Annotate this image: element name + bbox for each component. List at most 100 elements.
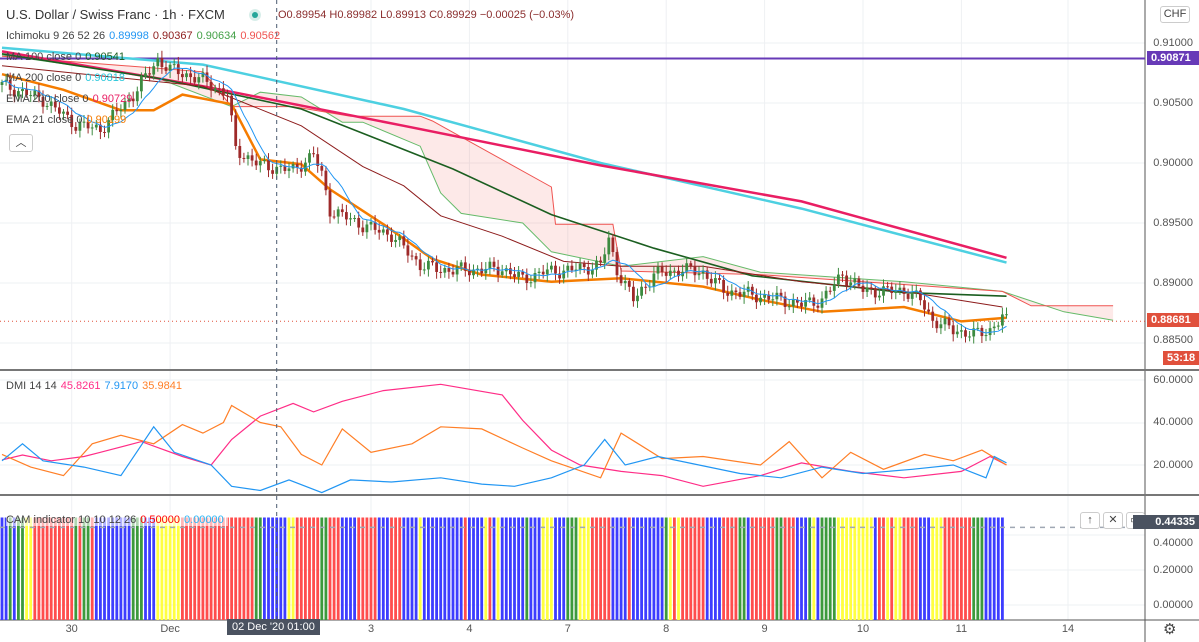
hline-price-label: 0.90871 xyxy=(1147,51,1199,65)
candle-body xyxy=(976,327,980,329)
candle xyxy=(718,273,721,284)
candle xyxy=(878,289,881,301)
legend-cam[interactable]: CAM indicator 10 10 12 26 0.50000 0.00000 xyxy=(6,514,228,526)
candle-body xyxy=(160,57,164,68)
candle-body xyxy=(804,300,807,307)
candle xyxy=(287,162,291,179)
cam-bar xyxy=(681,517,684,620)
candle-body xyxy=(845,275,848,286)
candle-body xyxy=(488,261,492,269)
candle-body xyxy=(775,292,779,300)
cam-bar xyxy=(533,517,537,620)
legend-ema200[interactable]: EMA 200 close 0 0.90729 xyxy=(6,93,136,105)
settings-gear-icon[interactable]: ⚙ xyxy=(1163,621,1177,638)
candle xyxy=(480,262,484,277)
candle-body xyxy=(25,88,28,96)
cam-bar xyxy=(947,517,951,620)
candle-body xyxy=(599,260,602,263)
cam-bar xyxy=(558,517,561,620)
cam-bar xyxy=(701,517,705,620)
candle xyxy=(804,292,807,314)
ohlc-readout: O0.89954 H0.89982 L0.89913 C0.89929 −0.0… xyxy=(278,9,575,21)
candle-body xyxy=(12,89,16,97)
candle xyxy=(910,284,914,306)
cam-bar xyxy=(435,517,438,620)
time-tick: 9 xyxy=(761,623,768,635)
close-pane-button[interactable]: ✕ xyxy=(1103,512,1123,529)
candle xyxy=(578,258,582,275)
candle xyxy=(545,262,549,282)
cam-bar xyxy=(820,517,824,620)
candle xyxy=(697,266,701,280)
cam-bar xyxy=(373,517,377,620)
cam-bar xyxy=(668,517,672,620)
candle xyxy=(509,262,512,280)
line-kijun xyxy=(1,65,1003,308)
cam-bar xyxy=(894,517,898,620)
candle-body xyxy=(353,217,356,219)
candle xyxy=(468,263,471,282)
move-pane-up-button[interactable]: ↑ xyxy=(1080,512,1100,529)
candle-body xyxy=(234,115,238,147)
candle-body xyxy=(164,67,168,71)
candle xyxy=(668,264,672,280)
candle xyxy=(488,257,492,275)
collapse-legend-button[interactable]: ︿ xyxy=(9,134,33,152)
legend-ma100[interactable]: MA 100 close 0 0.90541 xyxy=(6,51,129,63)
cam-bar xyxy=(226,517,229,620)
cam-bar xyxy=(734,517,738,620)
candle-body xyxy=(656,266,660,274)
cam-bar xyxy=(4,517,8,620)
candle-body xyxy=(332,216,336,218)
candle-body xyxy=(832,284,836,291)
cam-bar xyxy=(648,517,652,620)
candle-body xyxy=(984,335,988,337)
candle-body xyxy=(156,57,160,67)
candle-body xyxy=(349,218,352,220)
ichimoku-span-a xyxy=(1,54,1114,321)
legend-label: EMA 200 close 0 xyxy=(6,93,89,105)
candle xyxy=(828,286,832,295)
legend-dmi[interactable]: DMI 14 14 45.8261 7.9170 35.9841 xyxy=(6,380,186,392)
candle xyxy=(70,107,74,135)
legend-ema21[interactable]: EMA 21 close 0 0.90199 xyxy=(6,114,130,126)
cam-tick: 0.20000 xyxy=(1153,564,1193,576)
candle-body xyxy=(422,269,426,271)
candle-body xyxy=(451,271,455,275)
cam-bar xyxy=(750,517,754,620)
cam-bar xyxy=(148,517,151,620)
candle-body xyxy=(861,285,865,292)
candle-body xyxy=(738,292,742,297)
candle-body xyxy=(673,270,676,272)
symbol-title[interactable]: U.S. Dollar / Swiss Franc · 1h · FXCM xyxy=(6,7,225,22)
candle xyxy=(955,324,959,338)
time-tick: 10 xyxy=(856,623,870,635)
candle-body xyxy=(299,167,303,172)
cam-bar xyxy=(254,517,258,620)
legend-ichimoku[interactable]: Ichimoku 9 26 52 26 0.89998 0.90367 0.90634… xyxy=(6,30,284,42)
cam-bar xyxy=(217,517,221,620)
candle-body xyxy=(869,287,873,289)
candle-body xyxy=(988,328,992,336)
cam-bar xyxy=(878,517,881,620)
candle xyxy=(447,262,451,279)
cam-bar xyxy=(791,517,795,620)
currency-button[interactable]: CHF xyxy=(1160,6,1190,23)
cam-bar xyxy=(402,517,406,620)
cam-bar xyxy=(509,517,512,620)
cam-bar xyxy=(968,517,971,620)
candle xyxy=(349,212,352,226)
cam-bar xyxy=(738,517,742,620)
candle xyxy=(812,294,816,313)
candle-body xyxy=(685,263,689,272)
cam-bar xyxy=(353,517,356,620)
candle xyxy=(800,296,803,312)
candle xyxy=(685,257,689,279)
candle-body xyxy=(230,95,233,116)
candle-body xyxy=(398,236,402,241)
legend-ma200[interactable]: MA 200 close 0 0.90818 xyxy=(6,72,129,84)
candle-body xyxy=(898,287,902,291)
candle xyxy=(463,256,467,277)
cam-bar xyxy=(976,517,980,620)
